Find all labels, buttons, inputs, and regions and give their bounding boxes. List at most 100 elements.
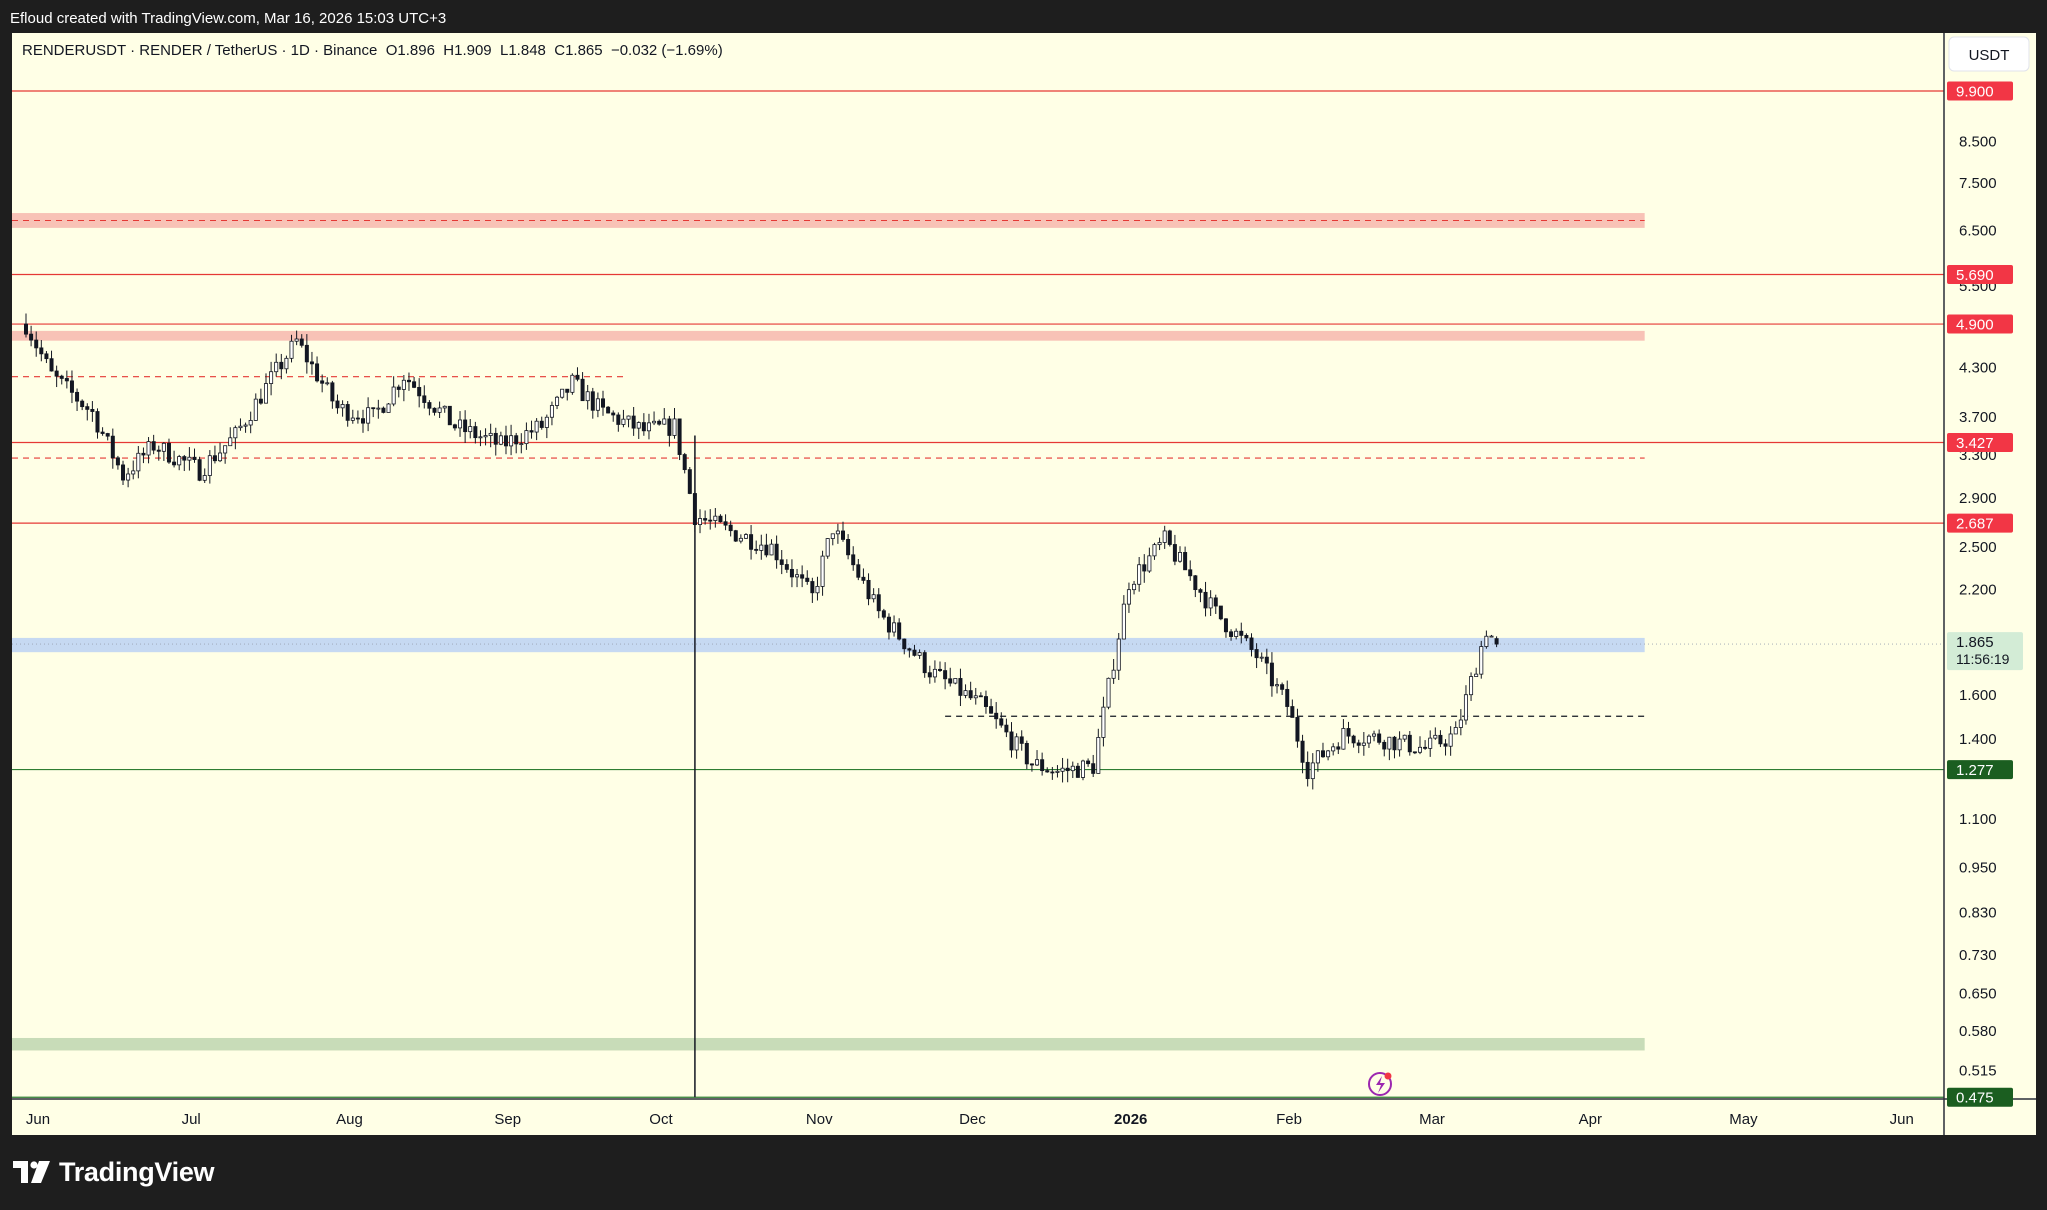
candle-up bbox=[1397, 738, 1402, 751]
candle-down bbox=[1050, 771, 1055, 774]
price-tick-label: 4.300 bbox=[1959, 359, 1997, 376]
candle-up bbox=[1418, 746, 1423, 753]
candle-down bbox=[886, 616, 891, 633]
candle-down bbox=[723, 521, 728, 526]
candle-down bbox=[432, 407, 437, 413]
candle-down bbox=[503, 435, 508, 447]
candle-up bbox=[1106, 677, 1111, 708]
candle-up bbox=[1366, 735, 1371, 744]
candle-down bbox=[631, 415, 636, 429]
candle-down bbox=[172, 461, 177, 466]
candle-down bbox=[1280, 684, 1285, 690]
candle-down bbox=[851, 554, 856, 566]
candle-up bbox=[1132, 583, 1137, 591]
candle-down bbox=[279, 361, 284, 370]
candle-down bbox=[1009, 731, 1014, 751]
candle-down bbox=[141, 452, 146, 456]
candle-down bbox=[1295, 717, 1300, 742]
candle-up bbox=[871, 594, 876, 600]
candle-up bbox=[1121, 603, 1126, 640]
price-label-resistance bbox=[1947, 314, 2013, 334]
candle-up bbox=[698, 518, 703, 526]
candle-down bbox=[677, 418, 682, 455]
candle-up bbox=[646, 422, 651, 432]
candle-up bbox=[1433, 734, 1438, 739]
candle-down bbox=[1382, 741, 1387, 750]
candle-up bbox=[917, 652, 922, 656]
candle-up bbox=[269, 371, 274, 384]
price-tick-label: 6.500 bbox=[1959, 222, 1997, 239]
candle-up bbox=[769, 543, 774, 556]
candle-up bbox=[340, 404, 345, 409]
candle-down bbox=[1172, 544, 1177, 562]
open-value: O1.896 bbox=[385, 42, 435, 59]
time-tick-label: Sep bbox=[494, 1111, 521, 1128]
candle-up bbox=[626, 415, 631, 420]
candle-down bbox=[69, 380, 74, 393]
candle-up bbox=[560, 388, 565, 398]
candle-down bbox=[1412, 751, 1417, 754]
candle-down bbox=[1336, 746, 1341, 750]
candle-down bbox=[1045, 770, 1050, 773]
candle-down bbox=[320, 380, 325, 384]
candle-up bbox=[294, 338, 299, 342]
price-label-text: 4.900 bbox=[1956, 317, 1994, 334]
candle-down bbox=[427, 402, 432, 409]
time-tick-label: May bbox=[1729, 1111, 1758, 1128]
candle-up bbox=[243, 424, 248, 427]
candle-down bbox=[1142, 564, 1147, 572]
candle-up bbox=[248, 420, 253, 426]
candle-up bbox=[1479, 646, 1484, 675]
candle-down bbox=[258, 398, 263, 404]
candle-up bbox=[1208, 597, 1213, 609]
candle-up bbox=[835, 530, 840, 535]
candle-down bbox=[529, 430, 534, 433]
candle-down bbox=[881, 610, 886, 618]
countdown-text: 11:56:19 bbox=[1956, 651, 2010, 667]
candle-up bbox=[284, 357, 289, 370]
candle-down bbox=[902, 638, 907, 650]
candle-down bbox=[861, 576, 866, 581]
candle-up bbox=[1178, 552, 1183, 562]
price-tick-label: 0.580 bbox=[1959, 1023, 1997, 1040]
time-tick-label: Jul bbox=[182, 1111, 201, 1128]
candle-down bbox=[989, 706, 994, 714]
chart-canvas[interactable]: 8.5007.5006.5005.5004.3003.7003.3002.900… bbox=[12, 33, 2036, 1135]
price-tick-label: 1.100 bbox=[1959, 811, 1997, 828]
currency-button-label[interactable]: USDT bbox=[1969, 47, 2010, 64]
candle-down bbox=[718, 515, 723, 523]
currency-button[interactable] bbox=[1948, 36, 2030, 72]
chart-frame[interactable]: 8.500 7.500 6.500 5.500 4.300 3.700 3.300 2.900… bbox=[12, 33, 2036, 1135]
candle-up bbox=[519, 443, 524, 446]
candle-down bbox=[59, 375, 64, 379]
candle-down bbox=[361, 418, 366, 424]
candle-up bbox=[1372, 733, 1377, 737]
candle-down bbox=[396, 386, 401, 390]
candle-down bbox=[601, 398, 606, 408]
candle-down bbox=[938, 668, 943, 671]
price-label-resistance bbox=[1947, 81, 2013, 101]
candle-up bbox=[1469, 676, 1474, 696]
symbol-name: RENDERUSDT · RENDER / TetherUS · 1D · Bi… bbox=[22, 42, 378, 59]
candle-up bbox=[1111, 669, 1116, 679]
candle-down bbox=[1019, 736, 1024, 744]
candle-up bbox=[953, 678, 958, 684]
attribution-text: Efloud created with TradingView.com, Mar… bbox=[10, 10, 447, 27]
candle-down bbox=[1213, 597, 1218, 607]
candle-down bbox=[345, 404, 350, 421]
price-label-resistance bbox=[1947, 433, 2013, 453]
candle-down bbox=[75, 391, 80, 402]
candle-down bbox=[473, 426, 478, 439]
candle-down bbox=[1183, 552, 1188, 571]
candle-up bbox=[534, 420, 539, 433]
price-label-text: 1.865 bbox=[1956, 634, 1994, 651]
lightning-icon[interactable] bbox=[1368, 1072, 1392, 1096]
axis-layer: 8.5007.5006.5005.5004.3003.7003.3002.900… bbox=[12, 33, 2036, 1135]
candle-up bbox=[488, 432, 493, 436]
candle-down bbox=[110, 435, 115, 459]
time-tick-label: Jun bbox=[26, 1111, 50, 1128]
tradingview-logo[interactable]: TradingView bbox=[13, 1157, 215, 1187]
candle-up bbox=[223, 445, 228, 454]
candle-down bbox=[1438, 734, 1443, 745]
candle-down bbox=[764, 544, 769, 556]
